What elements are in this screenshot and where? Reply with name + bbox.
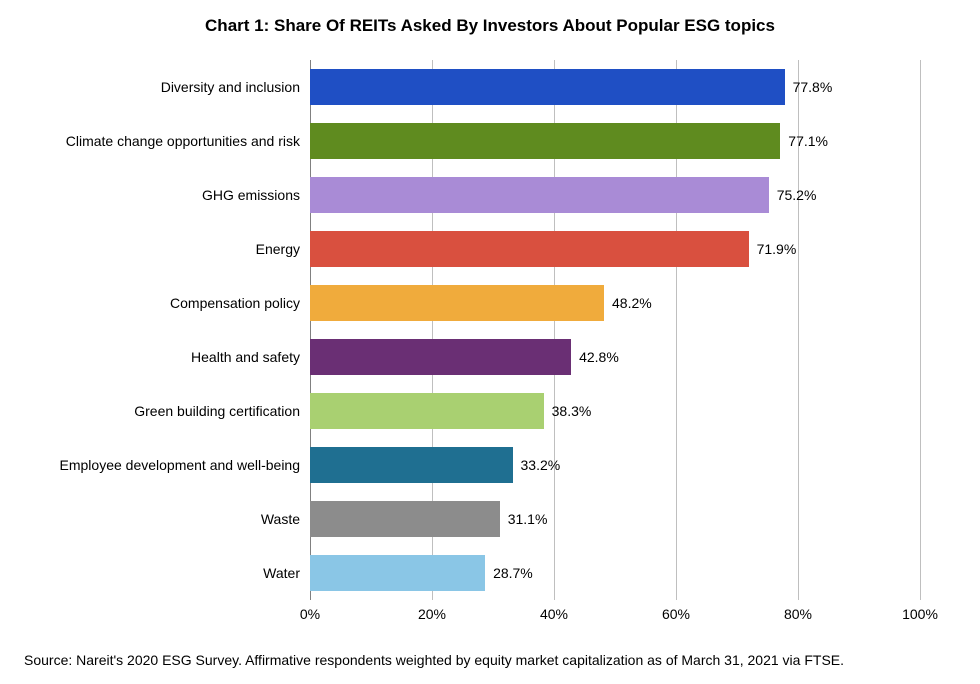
value-label: 33.2%	[513, 447, 561, 483]
bar-row: 71.9%	[310, 222, 920, 276]
category-label: Energy	[0, 222, 300, 276]
bar-row: 77.1%	[310, 114, 920, 168]
category-label: Water	[0, 546, 300, 600]
category-label: GHG emissions	[0, 168, 300, 222]
category-label: Green building certification	[0, 384, 300, 438]
category-label: Employee development and well-being	[0, 438, 300, 492]
value-label: 71.9%	[749, 231, 797, 267]
value-label: 42.8%	[571, 339, 619, 375]
bar-row: 31.1%	[310, 492, 920, 546]
category-label: Health and safety	[0, 330, 300, 384]
x-tick-label: 80%	[768, 606, 828, 622]
bar	[310, 339, 571, 375]
bar-row: 42.8%	[310, 330, 920, 384]
gridline	[920, 60, 921, 600]
bar	[310, 69, 785, 105]
bar	[310, 231, 749, 267]
value-label: 77.1%	[780, 123, 828, 159]
bar-row: 77.8%	[310, 60, 920, 114]
x-tick-label: 60%	[646, 606, 706, 622]
x-tick-label: 40%	[524, 606, 584, 622]
bar	[310, 555, 485, 591]
value-label: 31.1%	[500, 501, 548, 537]
plot-area: 77.8% 77.1% 75.2% 71.9% 48.2% 42.8% 38.3% 33.2%…	[310, 60, 920, 600]
bar	[310, 285, 604, 321]
bar	[310, 393, 544, 429]
bar-row: 48.2%	[310, 276, 920, 330]
bar-row: 75.2%	[310, 168, 920, 222]
value-label: 48.2%	[604, 285, 652, 321]
chart-title: Chart 1: Share Of REITs Asked By Investo…	[0, 16, 980, 36]
value-label: 38.3%	[544, 393, 592, 429]
chart-container: Chart 1: Share Of REITs Asked By Investo…	[0, 0, 980, 684]
source-note: Source: Nareit's 2020 ESG Survey. Affirm…	[24, 651, 956, 670]
bar	[310, 501, 500, 537]
value-label: 75.2%	[769, 177, 817, 213]
x-tick-label: 0%	[280, 606, 340, 622]
x-tick-label: 20%	[402, 606, 462, 622]
bar	[310, 177, 769, 213]
bar-row: 38.3%	[310, 384, 920, 438]
category-label: Climate change opportunities and risk	[0, 114, 300, 168]
x-tick-label: 100%	[890, 606, 950, 622]
value-label: 77.8%	[785, 69, 833, 105]
bar	[310, 447, 513, 483]
bar-row: 33.2%	[310, 438, 920, 492]
bar	[310, 123, 780, 159]
category-label: Compensation policy	[0, 276, 300, 330]
category-label: Waste	[0, 492, 300, 546]
category-label: Diversity and inclusion	[0, 60, 300, 114]
value-label: 28.7%	[485, 555, 533, 591]
bar-row: 28.7%	[310, 546, 920, 600]
